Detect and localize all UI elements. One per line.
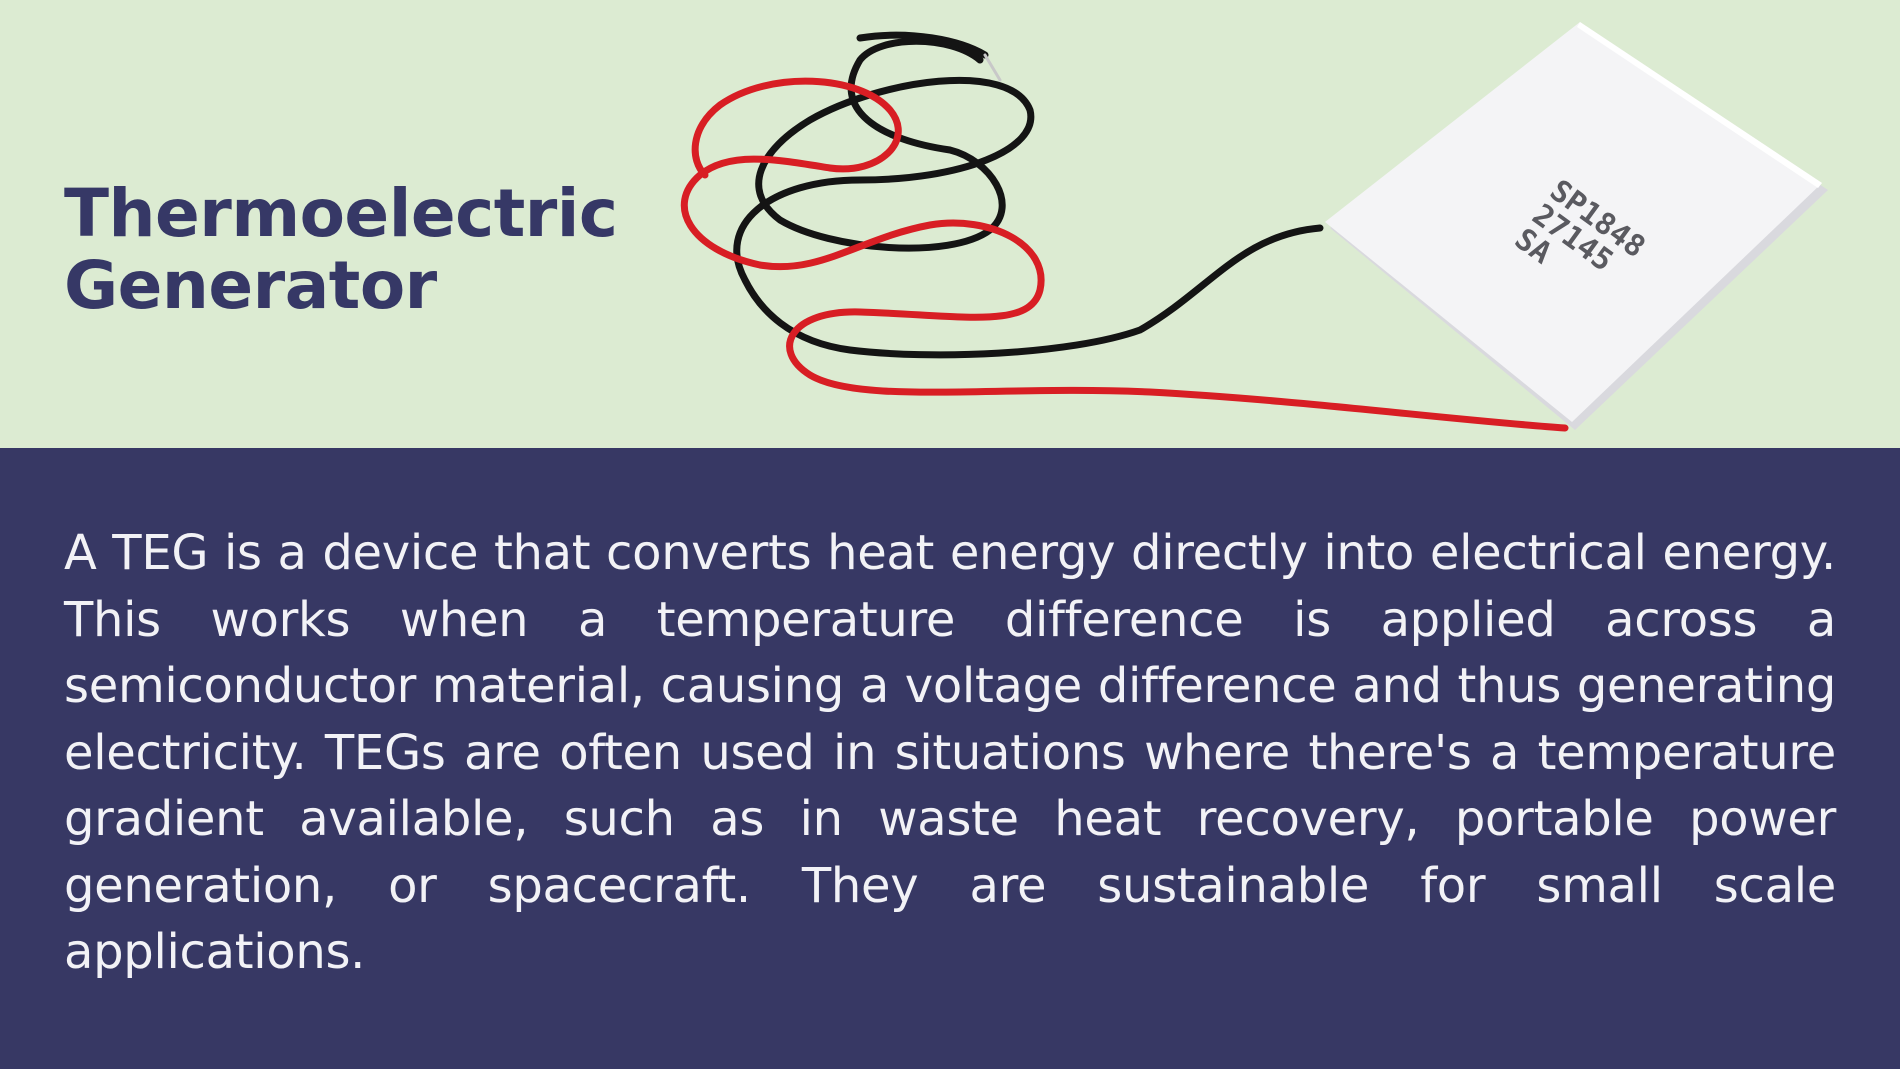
title-line-2: Generator [64, 247, 437, 324]
description-paragraph: A TEG is a device that converts heat ene… [64, 525, 1836, 980]
body-panel [0, 448, 1900, 1069]
slide-title: Thermoelectric Generator [64, 178, 618, 322]
teg-module-photo: SP1848 27145 SA [680, 22, 1828, 432]
title-line-1: Thermoelectric [64, 175, 618, 252]
teg-module: SP1848 27145 SA [1325, 22, 1828, 430]
red-wire [680, 77, 1569, 432]
black-wire-tip [983, 53, 1002, 82]
black-wire-end [856, 31, 989, 59]
black-wire [733, 37, 1324, 359]
